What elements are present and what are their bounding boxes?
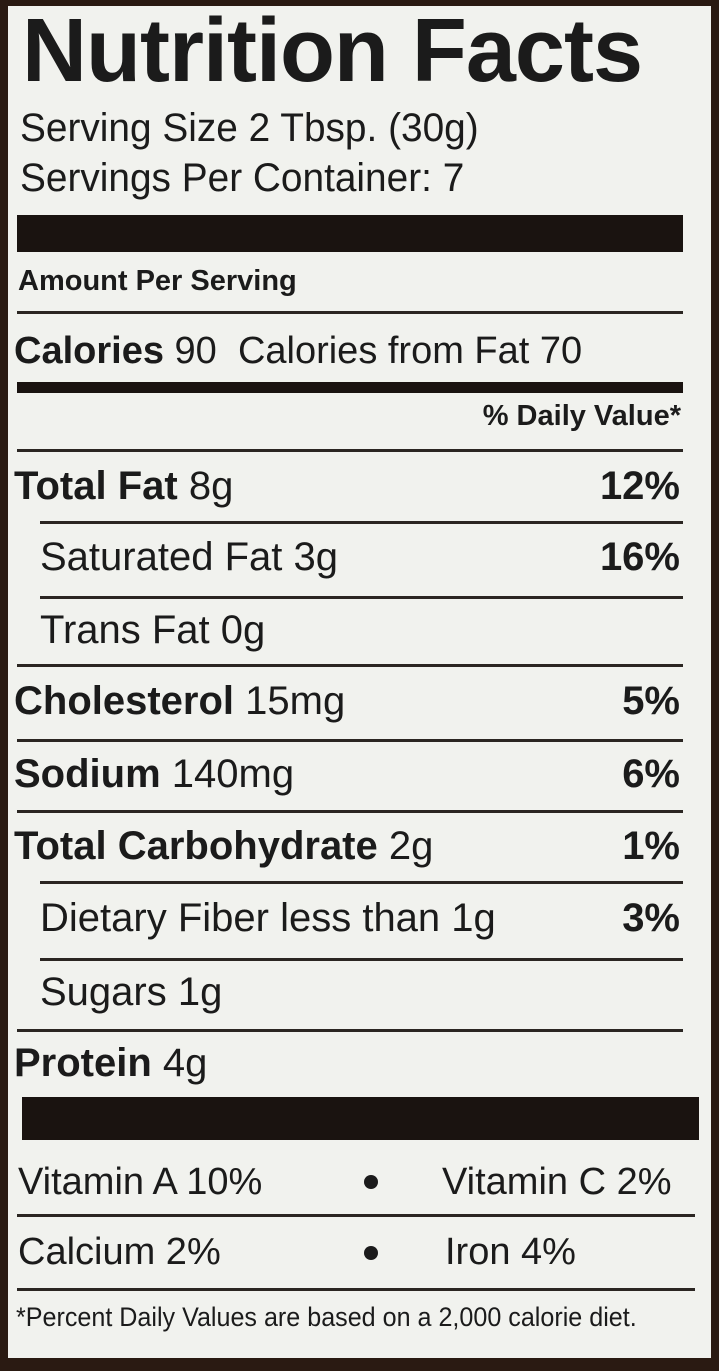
calories-row: Calories 90 Calories from Fat 70: [14, 328, 680, 374]
divider: [17, 664, 683, 667]
nutrient-label: Dietary Fiber: [40, 896, 269, 940]
servings-per-container: Servings Per Container: 7: [20, 156, 465, 200]
nutrient-amount: 1g: [177, 970, 223, 1014]
nutrient-label: Total Carbohydrate: [14, 824, 378, 868]
label-title: Nutrition Facts: [22, 1, 643, 101]
divider: [17, 449, 683, 452]
nutrient-row-saturated-fat: Saturated Fat 3g 16%: [40, 534, 680, 580]
divider: [17, 739, 683, 742]
serving-size: Serving Size 2 Tbsp. (30g): [20, 106, 479, 150]
nutrient-amount: 2g: [388, 824, 434, 868]
vitamin-a: Vitamin A 10%: [18, 1161, 263, 1203]
footnote: *Percent Daily Values are based on a 2,0…: [16, 1302, 637, 1332]
nutrient-dv: 3%: [622, 896, 680, 940]
nutrient-label: Cholesterol: [14, 679, 235, 723]
divider: [40, 881, 683, 884]
calories-from-fat: Calories from Fat 70: [237, 330, 583, 372]
nutrient-dv: 5%: [622, 679, 680, 723]
thick-divider: [22, 1097, 699, 1140]
nutrient-row-total-fat: Total Fat 8g 12%: [14, 463, 680, 509]
nutrient-dv: 1%: [622, 824, 680, 868]
nutrient-amount: 3g: [293, 535, 339, 579]
divider: [40, 958, 683, 961]
thick-divider: [17, 215, 683, 252]
divider: [17, 1288, 695, 1291]
bullet-icon: [364, 1175, 378, 1189]
nutrient-amount: 4g: [162, 1041, 208, 1085]
nutrient-amount: 8g: [188, 464, 234, 508]
nutrient-row-trans-fat: Trans Fat 0g: [40, 607, 680, 653]
nutrient-amount: 140mg: [171, 752, 295, 796]
nutrient-amount: 0g: [220, 608, 266, 652]
divider: [17, 810, 683, 813]
nutrient-row-cholesterol: Cholesterol 15mg 5%: [14, 678, 680, 724]
divider: [17, 311, 683, 314]
nutrient-label: Trans Fat: [40, 608, 210, 652]
amount-per-serving: Amount Per Serving: [18, 265, 297, 297]
nutrient-amount: 15mg: [245, 679, 346, 723]
calories-value: 90: [174, 330, 217, 372]
calcium: Calcium 2%: [18, 1231, 221, 1273]
divider: [17, 1029, 683, 1032]
nutrient-row-protein: Protein 4g: [14, 1040, 680, 1086]
nutrient-label: Sodium: [14, 752, 161, 796]
divider: [40, 596, 683, 599]
nutrient-dv: 16%: [599, 535, 680, 579]
daily-value-header: % Daily Value*: [482, 400, 681, 432]
medium-divider: [17, 382, 683, 393]
divider: [40, 521, 683, 524]
vitamin-c: Vitamin C 2%: [442, 1161, 672, 1203]
nutrient-label: Sugars: [40, 970, 167, 1014]
nutrient-label: Total Fat: [14, 464, 178, 508]
bullet-icon: [364, 1246, 378, 1260]
nutrient-dv: 12%: [599, 464, 680, 508]
nutrient-dv: 6%: [622, 752, 680, 796]
nutrient-row-total-carbohydrate: Total Carbohydrate 2g 1%: [14, 823, 680, 869]
nutrient-label: Saturated Fat: [40, 535, 283, 579]
nutrient-amount: less than 1g: [280, 896, 496, 940]
divider: [17, 1214, 695, 1217]
nutrient-label: Protein: [14, 1041, 152, 1085]
nutrient-row-sugars: Sugars 1g: [40, 969, 680, 1015]
calories-label: Calories: [14, 330, 164, 372]
nutrient-row-sodium: Sodium 140mg 6%: [14, 751, 680, 797]
iron: Iron 4%: [445, 1231, 576, 1273]
nutrient-row-dietary-fiber: Dietary Fiber less than 1g 3%: [40, 895, 680, 941]
